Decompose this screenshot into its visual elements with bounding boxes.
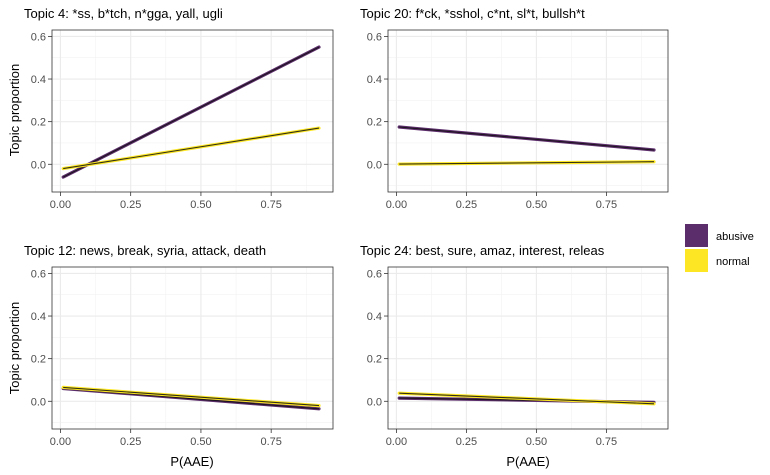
x-tick-label: 0.75 — [596, 199, 617, 211]
y-tick-label: 0.4 — [367, 74, 382, 86]
panel-border — [51, 266, 334, 430]
series-line-normal — [63, 127, 320, 170]
y-tick-label: 0.2 — [31, 117, 46, 129]
x-tick-label: 0.75 — [596, 436, 617, 448]
panel-title: Topic 20: f*ck, *sshol, c*nt, sl*t, bull… — [360, 6, 585, 21]
panel-title: Topic 12: news, break, syria, attack, de… — [24, 243, 266, 258]
y-tick-label: 0.2 — [367, 117, 382, 129]
x-axis-label-right: P(AAE) — [506, 454, 549, 469]
y-tick-label: 0.6 — [31, 268, 46, 280]
panel-border — [387, 266, 669, 430]
y-tick-label: 0.6 — [367, 268, 382, 280]
x-tick-label: 0.25 — [120, 436, 141, 448]
series-line-abusive — [62, 46, 320, 178]
x-tick-label: 0.25 — [456, 199, 477, 211]
y-tick-label: 0.6 — [31, 31, 46, 43]
y-axis-label-bottom: Topic proportion — [7, 302, 22, 395]
series-line-normal — [63, 386, 320, 407]
y-tick-label: 0.4 — [31, 74, 46, 86]
y-axis-label-top: Topic proportion — [7, 64, 22, 157]
y-tick-label: 0.4 — [31, 311, 46, 323]
panel-2: Topic 20: f*ck, *sshol, c*nt, sl*t, bull… — [360, 6, 669, 211]
panel-3: Topic 12: news, break, syria, attack, de… — [24, 243, 334, 448]
y-tick-label: 0.0 — [367, 396, 382, 408]
x-tick-label: 0.25 — [456, 436, 477, 448]
x-axis-label-left: P(AAE) — [170, 454, 213, 469]
x-tick-label: 0.75 — [260, 436, 281, 448]
legend: abusive normal — [685, 224, 754, 272]
x-tick-label: 0.00 — [50, 199, 71, 211]
panel-4: Topic 24: best, sure, amaz, interest, re… — [360, 243, 669, 448]
x-tick-label: 0.00 — [386, 436, 407, 448]
y-tick-label: 0.0 — [31, 396, 46, 408]
panels-layer: Topic 4: *ss, b*tch, n*gga, yall, ugli 0.… — [24, 6, 669, 448]
x-tick-label: 0.00 — [50, 436, 71, 448]
y-tick-label: 0.0 — [367, 159, 382, 171]
panel-title: Topic 4: *ss, b*tch, n*gga, yall, ugli — [24, 6, 223, 21]
y-tick-label: 0.6 — [367, 31, 382, 43]
panel-border — [51, 29, 334, 193]
legend-label-abusive: abusive — [716, 231, 754, 243]
legend-swatch-normal — [685, 249, 708, 272]
x-tick-label: 0.75 — [260, 199, 281, 211]
x-tick-label: 0.50 — [526, 436, 547, 448]
series-line-normal — [399, 161, 655, 165]
legend-label-normal: normal — [716, 256, 750, 268]
x-tick-label: 0.00 — [386, 199, 407, 211]
x-tick-label: 0.50 — [190, 436, 211, 448]
panel-1: Topic 4: *ss, b*tch, n*gga, yall, ugli 0.… — [24, 6, 334, 211]
panel-title: Topic 24: best, sure, amaz, interest, re… — [360, 243, 605, 258]
panel-border — [387, 29, 669, 193]
x-tick-label: 0.25 — [120, 199, 141, 211]
y-tick-label: 0.0 — [31, 159, 46, 171]
y-tick-label: 0.2 — [31, 354, 46, 366]
x-tick-label: 0.50 — [190, 199, 211, 211]
series-line-abusive — [399, 126, 655, 151]
y-tick-label: 0.4 — [367, 311, 382, 323]
y-tick-label: 0.2 — [367, 354, 382, 366]
legend-swatch-abusive — [685, 224, 708, 247]
series-line-normal — [399, 392, 655, 405]
x-tick-label: 0.50 — [526, 199, 547, 211]
